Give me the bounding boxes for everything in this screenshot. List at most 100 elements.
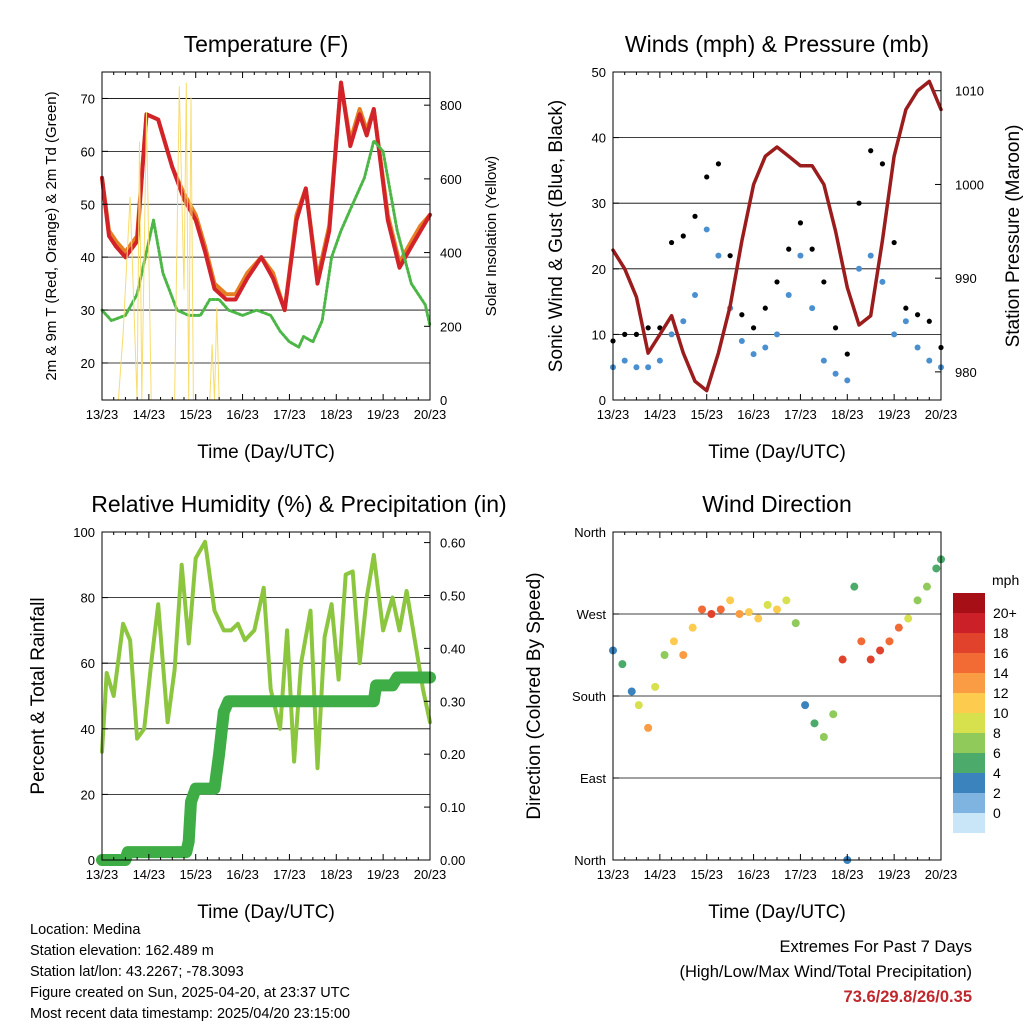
y2-tick-label: 800 xyxy=(440,98,462,113)
colorbar-swatch xyxy=(953,693,985,713)
colorbar-label: 4 xyxy=(993,765,1001,781)
extremes-summary: Extremes For Past 7 Days (High/Low/Max W… xyxy=(679,935,972,1010)
colorbar-label: 2 xyxy=(993,785,1001,801)
gust-point xyxy=(739,312,745,318)
wind-point xyxy=(715,252,722,259)
gust-point xyxy=(750,325,757,331)
colorbar-swatch xyxy=(953,713,985,733)
x-tick-label: 16/23 xyxy=(226,407,259,422)
gust-point xyxy=(680,233,686,239)
x-tick-label: 18/23 xyxy=(831,867,864,882)
wind-point xyxy=(809,305,816,312)
x-tick-label: 13/23 xyxy=(597,407,630,422)
gust-point xyxy=(786,246,792,252)
station-elevation: Station elevation: 162.489 m xyxy=(30,943,214,959)
direction-point xyxy=(801,701,810,710)
y-tick-label: 100 xyxy=(73,525,95,540)
wind-point xyxy=(926,357,933,364)
extremes-subheading: (High/Low/Max Wind/Total Precipitation) xyxy=(679,963,972,981)
y-tick-label: 20 xyxy=(592,262,606,277)
x-tick-label: 19/23 xyxy=(367,867,400,882)
gust-point xyxy=(704,174,710,180)
colorbar-label: 20+ xyxy=(993,605,1017,621)
x-tick-label: 17/23 xyxy=(784,407,817,422)
colorbar-swatch xyxy=(953,593,985,613)
y-axis-label: Sonic Wind & Gust (Blue, Black) xyxy=(546,100,567,372)
direction-point xyxy=(618,660,627,669)
station-location: Location: Medina xyxy=(30,922,141,938)
colorbar-swatch xyxy=(953,653,985,673)
direction-point xyxy=(829,710,838,719)
direction-point xyxy=(857,637,866,646)
y-tick-label: 80 xyxy=(81,591,95,606)
x-tick-label: 18/23 xyxy=(320,407,353,422)
wind-point xyxy=(645,364,652,371)
wind-point xyxy=(914,344,921,351)
gust-point xyxy=(868,148,874,154)
y2-axis-label: Station Pressure (Maroon) xyxy=(1003,125,1024,348)
y2-tick-label: 200 xyxy=(440,319,462,334)
direction-point xyxy=(838,655,847,664)
y-tick-label: 30 xyxy=(81,303,95,318)
wind-point xyxy=(856,265,862,272)
wind-point xyxy=(832,370,839,377)
pressure-line xyxy=(611,79,943,393)
colorbar-swatch xyxy=(953,753,985,773)
x-tick-label: 20/23 xyxy=(414,867,447,882)
direction-point xyxy=(850,582,859,591)
wind-point xyxy=(621,357,628,364)
colorbar-label: 18 xyxy=(993,625,1009,641)
gust-point xyxy=(926,318,932,324)
x-tick-label: 20/23 xyxy=(925,867,958,882)
y2-tick-label: 0.20 xyxy=(440,747,465,762)
direction-point xyxy=(885,637,894,646)
direction-point xyxy=(698,605,707,614)
colorbar-swatch xyxy=(953,733,985,753)
dewpoint-line xyxy=(100,139,432,349)
x-tick-label: 19/23 xyxy=(878,407,911,422)
winds-pressure-panel: 13/23 14/23 15/23 16/23 17/23 18/23 19/23 20/23… xyxy=(546,31,1024,463)
colorbar-unit: mph xyxy=(992,572,1019,588)
wind-direction-panel: 13/23 14/23 15/23 16/23 17/23 18/23 19/23 20/23… xyxy=(524,491,957,923)
x-tick-label: 15/23 xyxy=(690,867,723,882)
wind-point xyxy=(762,344,769,351)
direction-point xyxy=(726,596,735,605)
y-tick-label: 30 xyxy=(592,196,606,211)
gust-point xyxy=(809,246,815,252)
chart-title: Winds (mph) & Pressure (mb) xyxy=(625,31,929,57)
y-tick-label: 40 xyxy=(81,250,95,265)
wind-point xyxy=(902,318,909,325)
wind-point xyxy=(797,252,804,259)
wind-point xyxy=(879,278,886,285)
y2-tick-label: 0.30 xyxy=(440,694,465,709)
plot-frame xyxy=(612,71,942,401)
x-axis-label: Time (Day/UTC) xyxy=(197,902,335,923)
y-tick-label: 50 xyxy=(592,65,606,80)
colorbar-swatch xyxy=(953,673,985,693)
direction-point xyxy=(707,610,716,618)
colorbar-label: 0 xyxy=(993,805,1001,821)
wind-point xyxy=(703,226,710,233)
x-tick-label: 17/23 xyxy=(273,867,306,882)
gust-point xyxy=(668,239,675,246)
station-info: Location: Medina Station elevation: 162.… xyxy=(30,920,350,1025)
direction-point xyxy=(688,623,697,632)
x-axis-label: Time (Day/UTC) xyxy=(197,442,335,463)
colorbar-label: 16 xyxy=(993,645,1009,661)
direction-point xyxy=(791,619,800,628)
x-tick-label: 20/23 xyxy=(925,407,958,422)
direction-point xyxy=(932,564,941,573)
x-tick-label: 16/23 xyxy=(737,407,770,422)
x-tick-label: 16/23 xyxy=(226,867,259,882)
solar-insolation-line xyxy=(101,82,431,401)
gust-point xyxy=(715,161,722,167)
y2-tick-label: 0.40 xyxy=(440,641,465,656)
y2-tick-label: 600 xyxy=(440,172,462,187)
y2-tick-label: 0.10 xyxy=(440,800,465,815)
y-tick-label: West xyxy=(577,607,607,622)
wind-point xyxy=(738,337,745,344)
x-tick-label: 14/23 xyxy=(644,407,677,422)
x-tick-label: 19/23 xyxy=(367,407,400,422)
direction-point xyxy=(716,605,725,614)
wind-point xyxy=(774,331,780,338)
